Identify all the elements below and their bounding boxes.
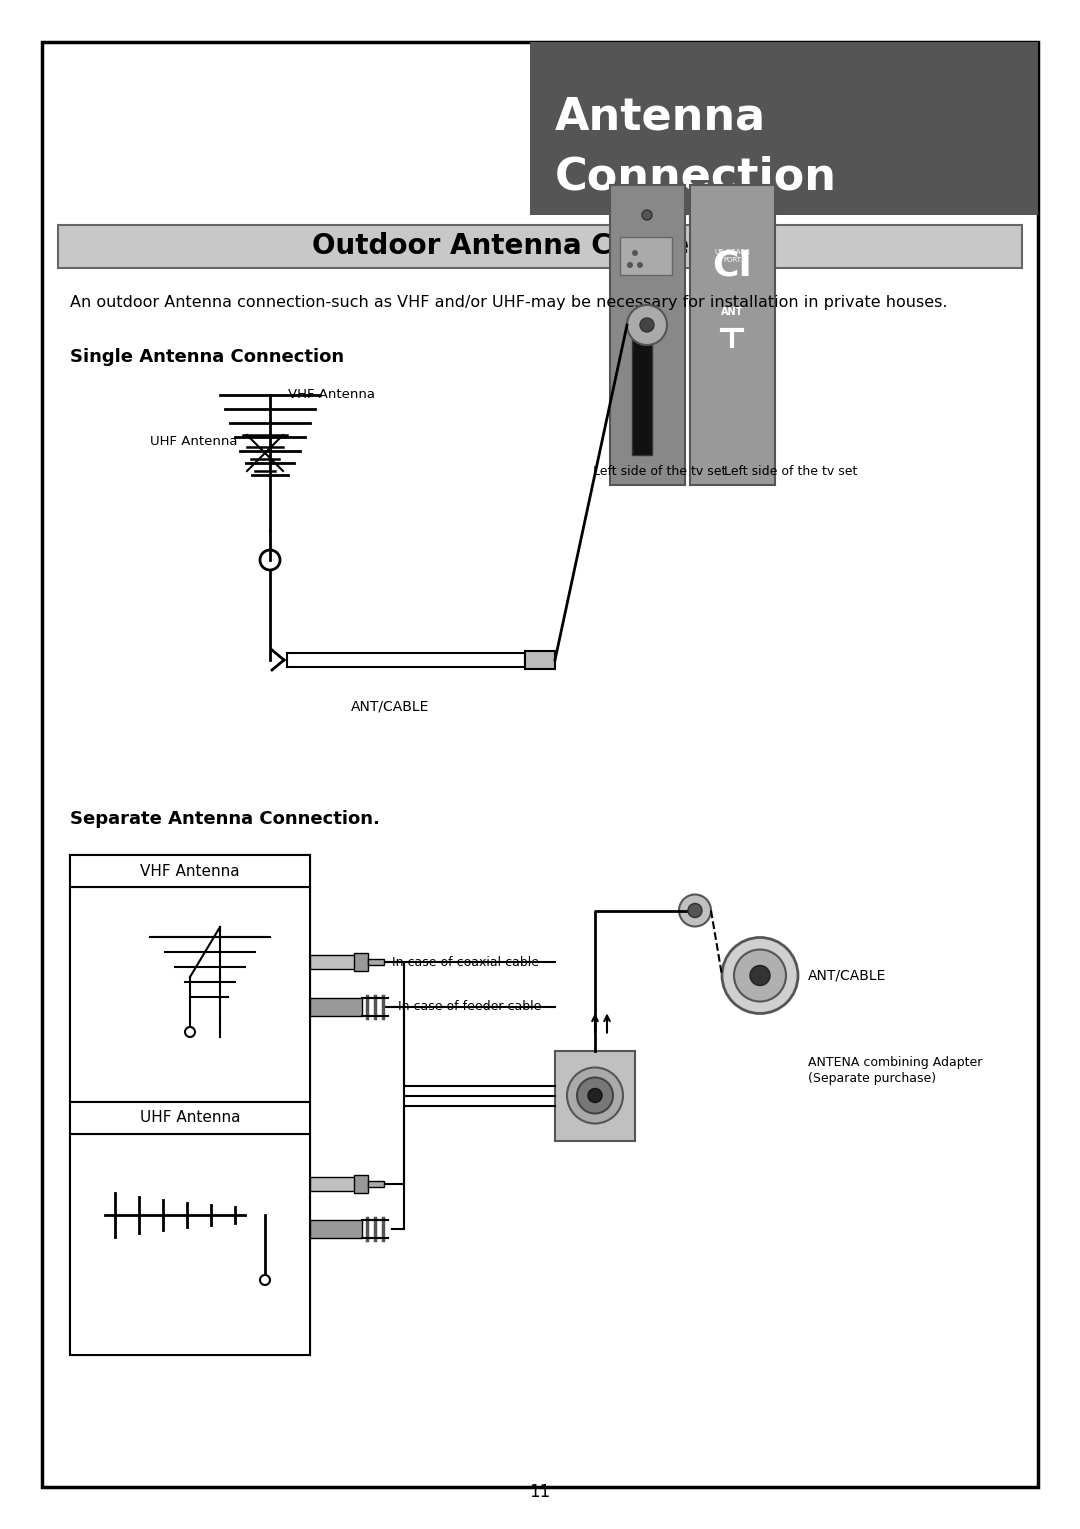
Bar	[632, 335, 652, 456]
Bar	[58, 225, 1022, 268]
Circle shape	[577, 1078, 613, 1113]
Text: ANT/CABLE: ANT/CABLE	[808, 968, 887, 983]
Bar	[70, 887, 310, 1102]
Text: UHF Antenna: UHF Antenna	[139, 1110, 240, 1125]
Text: Connection: Connection	[555, 154, 837, 197]
Circle shape	[260, 1275, 270, 1284]
Text: Left side of the tv set: Left side of the tv set	[724, 465, 858, 479]
Text: Antenna: Antenna	[555, 95, 766, 138]
Bar	[310, 998, 362, 1015]
Bar	[70, 1135, 310, 1355]
Text: Single Antenna Connection: Single Antenna Connection	[70, 349, 345, 365]
Bar	[310, 956, 357, 969]
Circle shape	[185, 1027, 195, 1037]
Text: 11: 11	[529, 1483, 551, 1501]
Circle shape	[627, 261, 633, 268]
Bar	[70, 855, 310, 887]
Bar	[368, 959, 384, 965]
Text: ANT/CABLE: ANT/CABLE	[351, 700, 429, 714]
Bar	[310, 1220, 362, 1238]
Bar	[690, 185, 775, 485]
Circle shape	[632, 251, 638, 255]
Text: UHF Antenna: UHF Antenna	[150, 434, 238, 448]
Bar	[287, 653, 525, 667]
Circle shape	[627, 304, 667, 346]
Circle shape	[642, 209, 652, 220]
Bar	[525, 651, 555, 670]
Bar	[620, 237, 672, 275]
Bar	[368, 1180, 384, 1187]
Circle shape	[588, 1089, 602, 1102]
Circle shape	[734, 950, 786, 1001]
Bar	[70, 855, 310, 1355]
Text: CI: CI	[712, 248, 752, 281]
Circle shape	[723, 937, 798, 1014]
Bar	[610, 185, 685, 485]
Text: UP-GRADE
PORT: UP-GRADE PORT	[714, 249, 751, 263]
Circle shape	[679, 894, 711, 927]
Text: Outdoor Antenna Connection: Outdoor Antenna Connection	[312, 232, 768, 260]
Circle shape	[567, 1067, 623, 1124]
Bar	[70, 1102, 310, 1135]
Bar	[354, 1174, 368, 1193]
Text: VHF Antenna: VHF Antenna	[288, 388, 375, 401]
Text: Separate Antenna Connection.: Separate Antenna Connection.	[70, 810, 380, 829]
Text: ANT: ANT	[720, 307, 743, 317]
Circle shape	[688, 904, 702, 917]
Bar	[354, 953, 368, 971]
Text: VHF Antenna: VHF Antenna	[140, 864, 240, 879]
Text: In case of coaxial cable: In case of coaxial cable	[392, 956, 539, 968]
Text: ANTENA combining Adapter
(Separate purchase): ANTENA combining Adapter (Separate purch…	[808, 1057, 983, 1086]
Bar	[530, 41, 1038, 216]
Circle shape	[637, 261, 643, 268]
Circle shape	[640, 318, 654, 332]
Text: In case of feeder cable: In case of feeder cable	[399, 1000, 541, 1014]
Circle shape	[750, 965, 770, 986]
Text: An outdoor Antenna connection-such as VHF and/or UHF-may be necessary for instal: An outdoor Antenna connection-such as VH…	[70, 295, 947, 310]
Bar	[310, 1177, 357, 1191]
Text: Left side of the tv set: Left side of the tv set	[593, 465, 727, 479]
Bar	[555, 1050, 635, 1141]
